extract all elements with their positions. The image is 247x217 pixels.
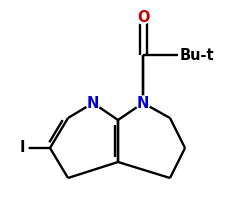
Text: N: N: [87, 95, 99, 110]
Circle shape: [16, 142, 28, 154]
Circle shape: [136, 10, 150, 24]
Text: Bu-t: Bu-t: [180, 48, 215, 62]
Text: N: N: [137, 95, 149, 110]
Circle shape: [86, 96, 100, 110]
Text: O: O: [137, 10, 149, 25]
Text: I: I: [19, 140, 25, 156]
Circle shape: [136, 96, 150, 110]
